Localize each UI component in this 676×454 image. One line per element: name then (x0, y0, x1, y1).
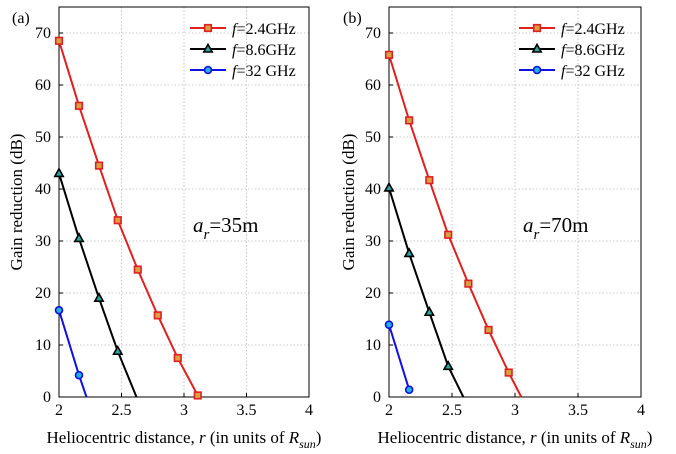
legend-label: f=2.4GHz (561, 21, 625, 38)
legend-label: f=32 GHz (232, 63, 296, 80)
series-circle (384, 320, 414, 395)
data-point (442, 360, 454, 371)
y-axis-label: Gain reduction (dB) (7, 134, 26, 271)
x-tick-label: 4 (637, 402, 645, 419)
series-triangle (53, 167, 138, 398)
series-triangle (383, 181, 465, 398)
data-point (464, 279, 473, 288)
legend-label: f=8.6GHz (232, 42, 296, 59)
annotation-ar: ar=35m (193, 213, 259, 243)
x-tick-label: 2.5 (112, 402, 132, 419)
legend-label: f=2.4GHz (232, 21, 296, 38)
data-point (133, 265, 142, 274)
data-point (444, 230, 453, 239)
x-tick-label: 3.5 (237, 402, 257, 419)
panel-label: (b) (343, 10, 362, 27)
data-point (383, 181, 395, 192)
data-point (74, 370, 84, 380)
data-point (73, 232, 85, 243)
data-point (403, 247, 415, 258)
series-line (58, 173, 138, 398)
y-tick-label: 40 (35, 181, 51, 198)
data-point (384, 320, 394, 330)
legend-marker (532, 23, 542, 33)
y-tick-label: 50 (365, 129, 381, 146)
y-tick-label: 30 (365, 233, 381, 250)
panel-label: (a) (12, 10, 30, 27)
series-square (384, 50, 523, 398)
data-point (405, 116, 414, 125)
series-square (54, 36, 202, 400)
data-point (94, 161, 104, 170)
series-line (388, 187, 465, 398)
legend-marker (202, 42, 214, 53)
data-point (384, 50, 394, 59)
series-line (58, 309, 88, 398)
series-line (388, 54, 523, 398)
data-point (173, 353, 182, 363)
x-axis-label: Heliocentric distance, r (in units of Rs… (378, 428, 653, 451)
y-tick-label: 10 (35, 337, 51, 354)
y-tick-label: 20 (35, 285, 51, 302)
series-line (388, 324, 411, 391)
data-point (504, 368, 513, 377)
x-tick-label: 3 (180, 402, 188, 419)
y-tick-label: 70 (365, 25, 381, 42)
data-point (484, 325, 493, 335)
data-point (74, 101, 84, 110)
series-line (58, 40, 199, 396)
y-tick-label: 60 (365, 77, 381, 94)
data-point (404, 385, 414, 395)
legend-marker (203, 23, 213, 33)
x-axis-label: Heliocentric distance, r (in units of Rs… (47, 428, 322, 451)
x-tick-label: 3 (511, 402, 519, 419)
x-tick-label: 3.5 (568, 402, 588, 419)
y-tick-label: 20 (365, 285, 381, 302)
data-point (54, 305, 64, 315)
data-point (93, 291, 105, 303)
data-point (193, 391, 202, 400)
y-tick-label: 40 (365, 181, 381, 198)
data-point (54, 36, 64, 45)
data-point (53, 167, 65, 178)
y-tick-label: 70 (35, 25, 51, 42)
data-point (112, 344, 124, 356)
legend-label: f=8.6GHz (561, 42, 625, 59)
legend-marker (203, 65, 213, 75)
data-point (113, 216, 122, 225)
y-tick-label: 0 (43, 389, 51, 406)
legend-marker (531, 42, 543, 53)
y-tick-label: 50 (35, 129, 51, 146)
legend: f=2.4GHz f=8.6GHz f=32 GHz (190, 21, 296, 80)
data-point (153, 311, 162, 320)
x-tick-label: 2 (55, 402, 63, 419)
x-tick-label: 2.5 (442, 402, 462, 419)
series-circle (54, 305, 88, 398)
y-axis-label: Gain reduction (dB) (339, 134, 358, 271)
y-tick-label: 0 (373, 389, 381, 406)
legend-label: f=32 GHz (561, 63, 625, 80)
y-tick-label: 10 (365, 337, 381, 354)
legend: f=2.4GHz f=8.6GHz f=32 GHz (519, 21, 625, 80)
x-tick-label: 2 (385, 402, 393, 419)
y-tick-label: 30 (35, 233, 51, 250)
y-tick-label: 60 (35, 77, 51, 94)
data-point (425, 176, 434, 185)
x-tick-label: 4 (305, 402, 313, 419)
legend-marker (532, 65, 542, 75)
annotation-ar: ar=70m (523, 213, 589, 243)
data-point (423, 305, 435, 317)
